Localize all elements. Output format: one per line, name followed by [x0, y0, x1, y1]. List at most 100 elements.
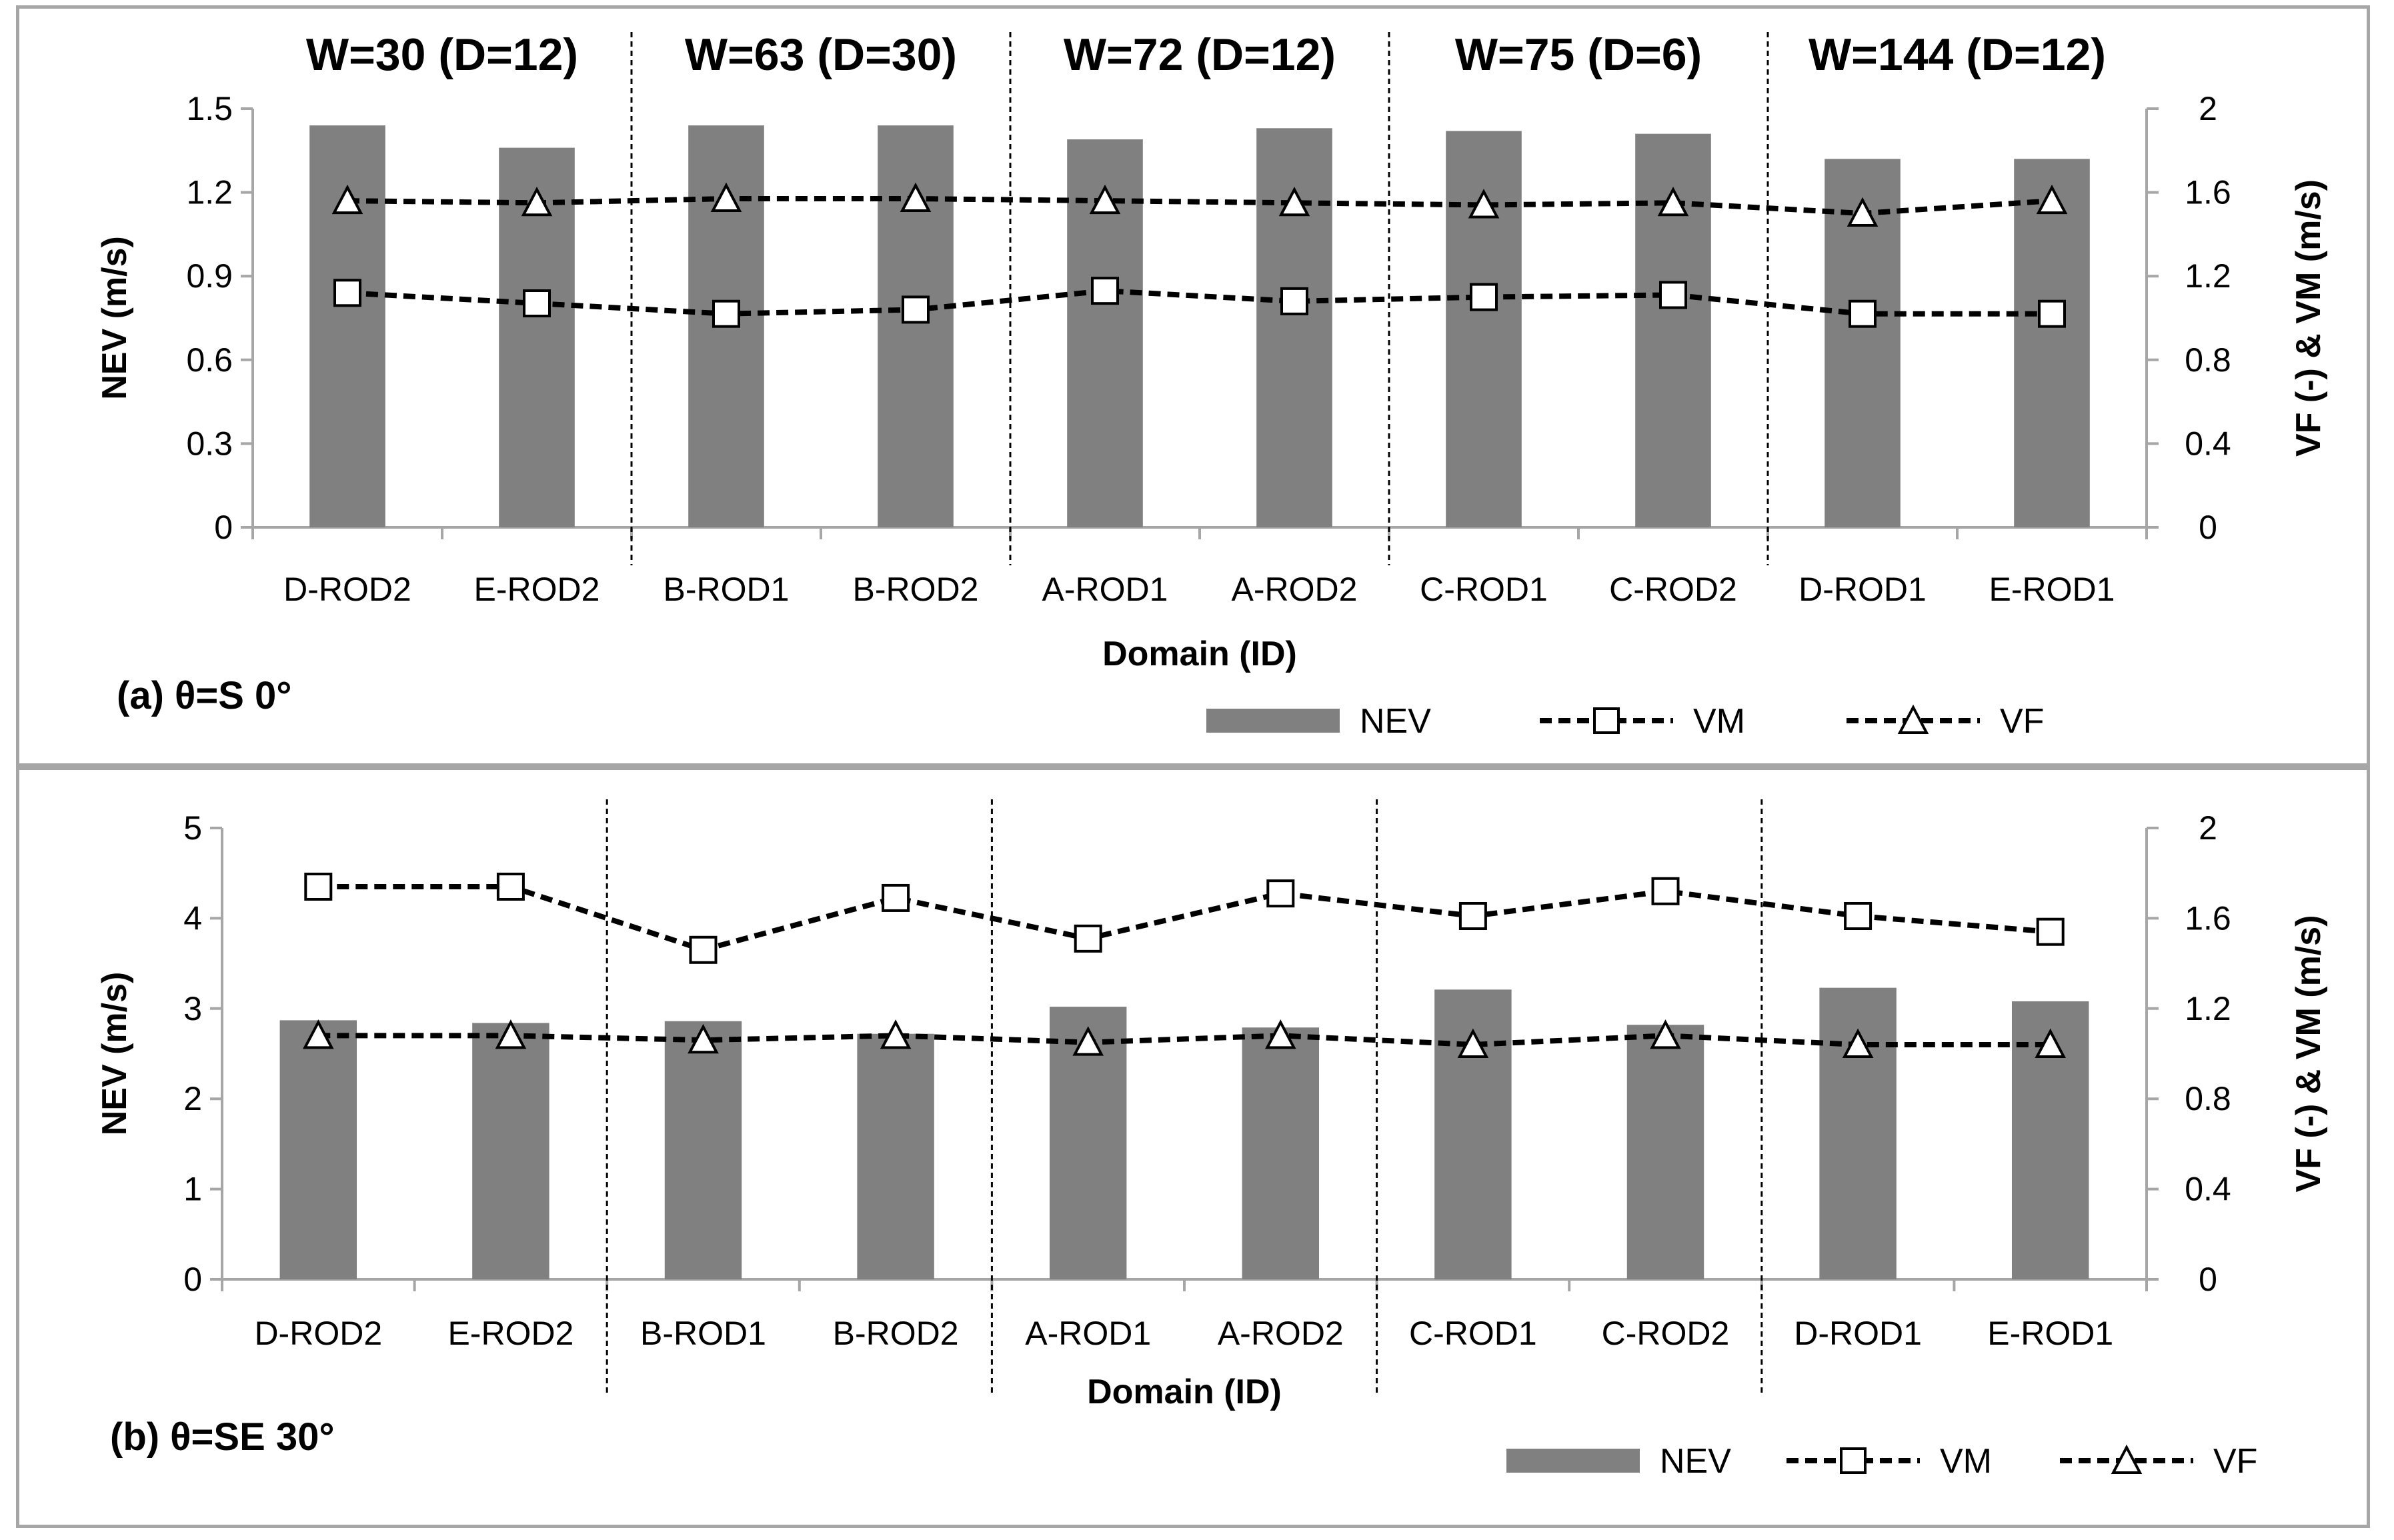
left-tick-label: 5 — [183, 809, 202, 847]
right-tick-label: 2 — [2199, 809, 2217, 847]
x-tick-label: D-ROD2 — [283, 571, 411, 608]
vf-point-marker — [495, 1019, 527, 1049]
left-tick-label: 1 — [183, 1171, 202, 1208]
left-axis-title: NEV (m/s) — [95, 972, 134, 1136]
vm-point-marker — [1280, 287, 1308, 315]
legend-vm-marker — [1593, 707, 1620, 734]
x-tick-label: B-ROD2 — [833, 1315, 959, 1352]
x-tick-label: E-ROD1 — [1987, 1315, 2113, 1352]
legend-vf-marker — [2111, 1444, 2143, 1474]
right-tick-label: 0.4 — [2185, 1171, 2231, 1208]
vf-point-marker — [1847, 197, 1879, 227]
vm-point-marker — [1659, 281, 1687, 309]
right-tick-label: 0 — [2199, 509, 2217, 546]
vf-point-marker — [1842, 1028, 1874, 1058]
group-header: W=75 (D=6) — [1455, 29, 1702, 80]
right-axis-title: VF (-) & VM (m/s) — [2289, 915, 2328, 1193]
vf-point-marker — [1650, 1019, 1681, 1049]
left-tick-label: 0.3 — [186, 425, 233, 462]
left-tick-label: 1.2 — [186, 174, 233, 211]
right-tick-label: 0.4 — [2185, 425, 2231, 462]
left-axis-title: NEV (m/s) — [95, 236, 134, 400]
x-tick-label: B-ROD1 — [640, 1315, 766, 1352]
chart-a-svg: 0 0.3 0.6 0.9 1.2 1.5 0 0.4 0.8 1.2 1.6 2 W=30 (D=12… — [95, 29, 2328, 741]
left-tick-label: 0.6 — [186, 341, 233, 379]
legend-vf-marker — [1897, 704, 1929, 734]
right-tick-label: 0 — [2199, 1261, 2217, 1298]
x-tick-label: A-ROD1 — [1042, 571, 1168, 608]
vf-point-marker — [688, 1023, 719, 1054]
chart-panel-a: 0 0.3 0.6 0.9 1.2 1.5 0 0.4 0.8 1.2 1.6 2 W=30 (D=12… — [16, 5, 2370, 767]
left-tick-label: 0.9 — [186, 257, 233, 295]
x-axis-title: Domain (ID) — [1102, 635, 1297, 673]
legend-nev-label: NEV — [1660, 1442, 1731, 1481]
vf-series-line — [318, 1033, 2051, 1047]
x-tick-label: E-ROD1 — [1989, 571, 2115, 608]
left-tick-label: 4 — [183, 899, 202, 937]
right-axis-title: VF (-) & VM (m/s) — [2289, 179, 2328, 457]
vm-point-marker — [2036, 917, 2065, 946]
vf-point-marker — [1278, 187, 1310, 217]
vf-point-marker — [1072, 1026, 1104, 1056]
left-tick-label: 1.5 — [186, 90, 233, 127]
vm-series-line — [347, 288, 2052, 317]
vf-point-marker — [1264, 1019, 1296, 1049]
x-tick-label: E-ROD2 — [474, 571, 600, 608]
group-header: W=30 (D=12) — [306, 29, 578, 80]
vf-point-marker — [710, 182, 742, 213]
vm-point-marker — [1849, 299, 1877, 328]
legend-nev-swatch — [1506, 1449, 1640, 1473]
vm-point-marker — [333, 279, 361, 307]
vf-series-line — [347, 196, 2053, 217]
legend-vf-label: VF — [2000, 702, 2044, 741]
vm-point-marker — [1470, 283, 1498, 311]
group-header: W=63 (D=30) — [685, 29, 957, 80]
chart-b-svg: 0 1 2 3 4 5 0 0.4 0.8 1.2 1.6 2 D-ROD2 E-ROD2 B-ROD1 B-… — [95, 799, 2328, 1481]
vm-point-marker — [496, 873, 525, 901]
x-tick-label: C-ROD2 — [1602, 1315, 1730, 1352]
vm-point-marker — [1651, 877, 1680, 905]
legend-vm-label: VM — [1693, 702, 1745, 741]
left-tick-label: 2 — [183, 1080, 202, 1117]
nev-bar — [857, 1033, 934, 1279]
nev-bar — [279, 1020, 357, 1279]
group-header: W=144 (D=12) — [1809, 29, 2106, 80]
x-tick-label: A-ROD2 — [1218, 1315, 1344, 1352]
vm-point-marker — [304, 873, 333, 901]
vm-point-marker — [1074, 924, 1102, 953]
vf-point-marker — [1657, 187, 1689, 217]
panel-label: (b) θ=SE 30° — [110, 1415, 335, 1459]
left-tick-label: 0 — [183, 1261, 202, 1298]
x-tick-label: A-ROD2 — [1232, 571, 1358, 608]
right-tick-label: 0.8 — [2185, 341, 2231, 379]
vm-point-marker — [1458, 902, 1487, 931]
nev-bar — [472, 1023, 549, 1279]
x-tick-label: D-ROD2 — [254, 1315, 382, 1352]
nev-bar — [1242, 1027, 1320, 1279]
vm-point-marker — [1091, 277, 1119, 305]
nev-bar — [1626, 1025, 1704, 1279]
vf-point-marker — [331, 184, 363, 215]
right-tick-label: 1.2 — [2185, 257, 2231, 295]
vm-point-marker — [1844, 902, 1873, 931]
left-tick-label: 0 — [214, 509, 233, 546]
nev-bar — [664, 1021, 742, 1279]
vf-point-marker — [1089, 184, 1121, 215]
vm-point-marker — [902, 295, 930, 324]
legend-nev-swatch — [1206, 709, 1340, 733]
right-tick-label: 2 — [2199, 90, 2217, 127]
vf-point-marker — [1468, 189, 1500, 219]
vm-point-marker — [2038, 299, 2066, 328]
vf-point-marker — [2035, 1028, 2067, 1058]
x-tick-label: C-ROD1 — [1409, 1315, 1537, 1352]
vm-point-marker — [712, 299, 740, 328]
group-header: W=72 (D=12) — [1064, 29, 1336, 80]
x-tick-label: C-ROD2 — [1609, 571, 1737, 608]
x-tick-label: D-ROD1 — [1794, 1315, 1922, 1352]
nev-bar — [2014, 159, 2090, 528]
x-tick-label: A-ROD1 — [1025, 1315, 1151, 1352]
vf-point-marker — [2036, 184, 2068, 215]
right-tick-label: 1.6 — [2185, 899, 2231, 937]
panel-label: (a) θ=S 0° — [117, 674, 291, 717]
x-tick-label: C-ROD1 — [1420, 571, 1548, 608]
